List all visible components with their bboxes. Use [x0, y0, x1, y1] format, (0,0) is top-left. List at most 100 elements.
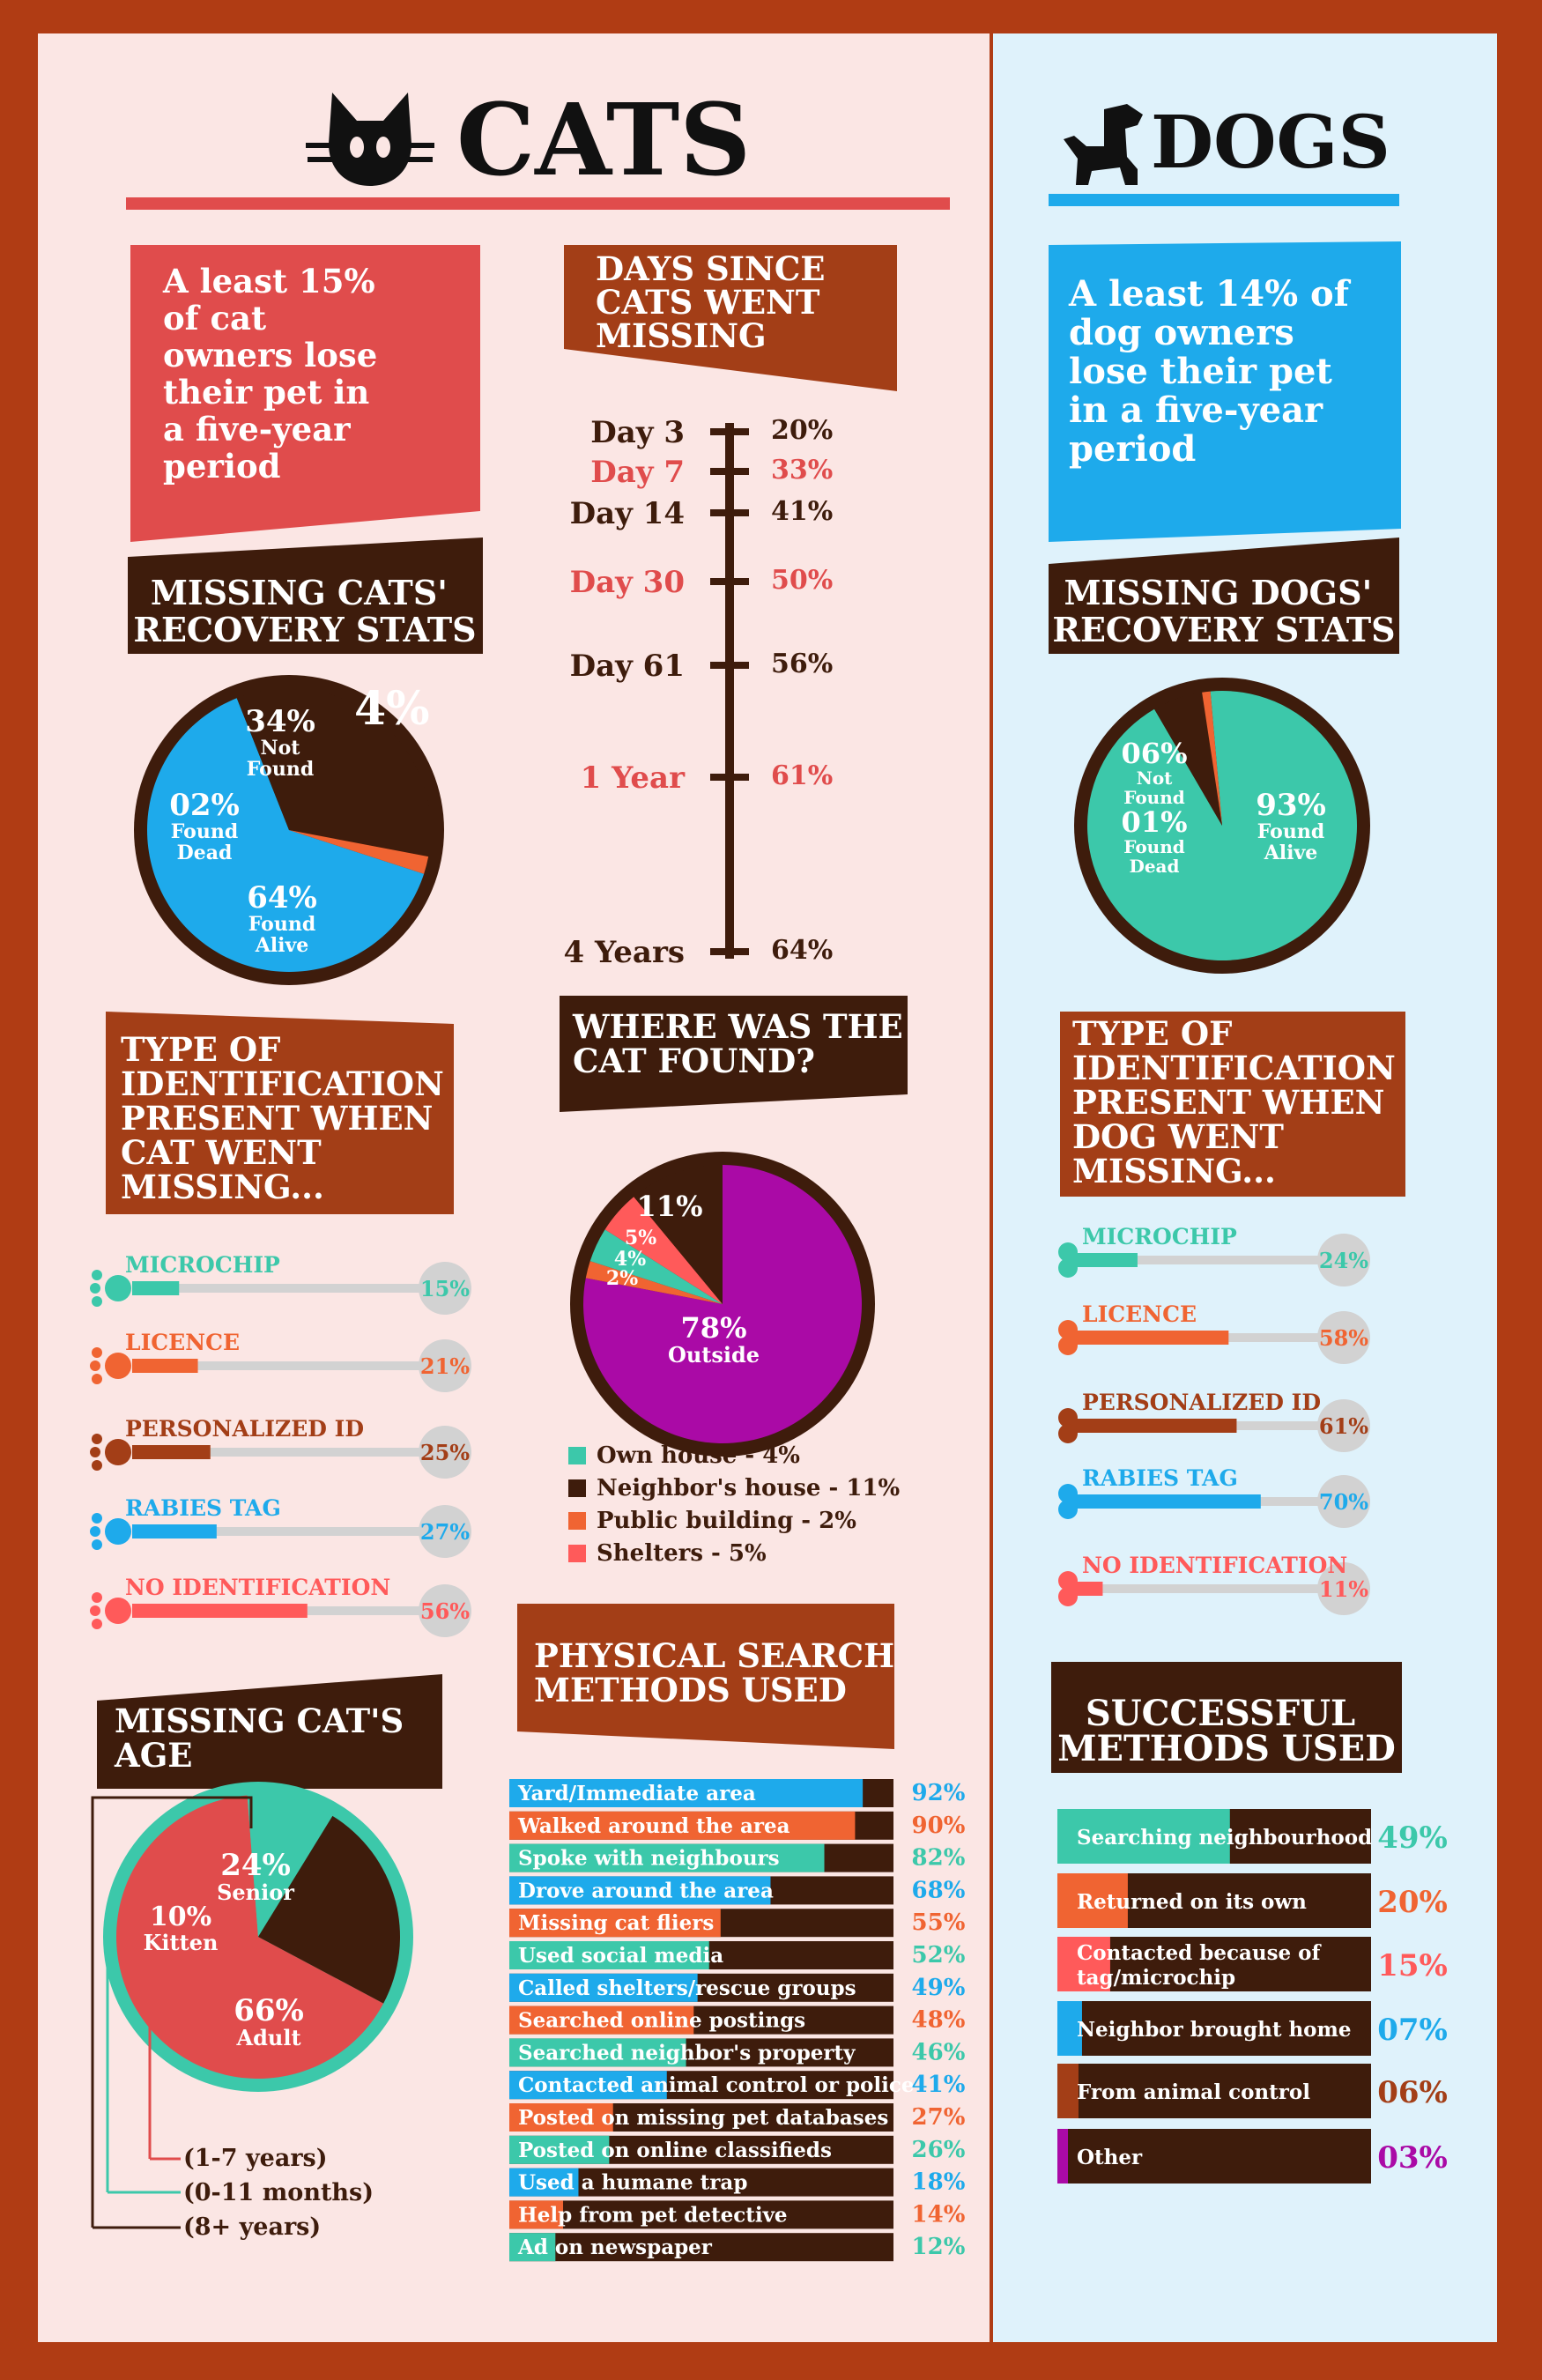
pie-slice-label: Dead: [1129, 856, 1179, 877]
paw-toe-icon: [92, 1539, 102, 1550]
cats-intro-line: A least 15%: [162, 262, 375, 300]
id-bar-track: [1073, 1584, 1341, 1593]
bone-icon: [1058, 1258, 1078, 1278]
id-value-bubble: [419, 1426, 471, 1479]
id-bar-label: NO IDENTIFICATION: [1082, 1553, 1347, 1578]
dog-id-title-line: IDENTIFICATION: [1072, 1049, 1396, 1087]
pie-slice: [289, 830, 429, 874]
paw-icon: [105, 1518, 131, 1545]
id-bar-fill: [1073, 1494, 1261, 1509]
timeline-tick: [710, 948, 749, 955]
pie-value-label: 34%: [245, 704, 315, 739]
age-legend-label: (0-11 months): [183, 2179, 374, 2206]
success-bar-fill: [1057, 1873, 1128, 1928]
dog-id-title-line: PRESENT WHEN: [1072, 1083, 1384, 1122]
age-pie: 66%Adult 10%Kitten 24%Senior: [103, 1782, 413, 2092]
cats-intro-line: of cat: [163, 299, 266, 337]
dog-id-title-line: MISSING...: [1072, 1152, 1276, 1190]
id-bar-label: PERSONALIZED ID: [125, 1416, 364, 1442]
id-value-bubble: [1317, 1399, 1370, 1452]
id-value-bubble: [1317, 1311, 1370, 1364]
found-title-box: [560, 996, 908, 1112]
days-title-line: CATS WENT: [596, 283, 820, 322]
id-bar-label: LICENCE: [1082, 1301, 1197, 1327]
success-bar-label: tag/microchip: [1077, 1966, 1235, 1990]
pie-value-label: 06%: [1122, 737, 1188, 770]
search-bar-label: Spoke with neighbours: [518, 1847, 780, 1871]
dogs-header-rule: [1049, 194, 1399, 206]
search-title-line: PHYSICAL SEARCH: [534, 1636, 894, 1675]
paw-toe-icon: [90, 1526, 100, 1537]
found-title: WHERE WAS THE CAT FOUND?: [572, 1007, 915, 1080]
success-bar-label: From animal control: [1077, 2080, 1310, 2104]
timeline-tick: [710, 468, 749, 475]
success-bar-label: Returned on its own: [1077, 1890, 1307, 1914]
bone-icon: [1058, 1424, 1078, 1443]
pie-value-label: 66%: [234, 1993, 304, 2028]
id-value-label: 58%: [1319, 1325, 1368, 1351]
paw-toe-icon: [92, 1434, 102, 1444]
search-bar-value: 55%: [912, 1909, 966, 1936]
pie-value-label: 4%: [614, 1248, 646, 1271]
id-bar-fill: [132, 1524, 217, 1538]
search-bar-label: Ad on newspaper: [517, 2235, 713, 2259]
age-connector: [148, 2000, 181, 2161]
pie-value-label: 10%: [150, 1902, 211, 1932]
pie-slice-label: Found: [247, 758, 314, 781]
success-title-line: SUCCESSFUL: [1086, 1693, 1355, 1734]
days-title-box: [564, 245, 897, 391]
cats-recovery-title-line: MISSING CATS': [151, 573, 448, 612]
success-bar-value: 49%: [1377, 1820, 1448, 1856]
timeline-tick: [710, 509, 749, 516]
cats-intro-text: A least 15% of cat owners lose their pet…: [162, 262, 389, 486]
search-bar-fill: [509, 1843, 825, 1872]
cat-id-title-line: MISSING...: [121, 1168, 324, 1206]
dogs-intro-line: period: [1069, 428, 1196, 470]
search-title-box: [517, 1604, 894, 1749]
cat-head-icon: [306, 93, 434, 186]
success-bar-fill: [1057, 2129, 1068, 2184]
dog-id-title-line: TYPE OF: [1072, 1014, 1232, 1053]
found-pie: 78%Outside 11% 5%4%2%: [570, 1152, 875, 1457]
success-bar-label: Contacted because of: [1077, 1941, 1323, 1965]
success-bar-fill: [1057, 2064, 1079, 2118]
search-bar-value: 26%: [912, 2137, 966, 2163]
pie-slice-label: Found: [248, 913, 315, 936]
legend-swatch: [568, 1512, 586, 1530]
id-value-bubble: [419, 1339, 471, 1392]
legend-swatch: [568, 1545, 586, 1562]
paw-toe-icon: [90, 1605, 100, 1616]
dogs-intro-box: [1049, 241, 1401, 542]
dogs-recovery-title-box: [1049, 538, 1399, 654]
age-title-line: MISSING CAT'S: [115, 1702, 404, 1740]
pie-slice-label: Not: [1137, 767, 1174, 789]
timeline-pct-label: 56%: [771, 649, 833, 679]
bone-icon: [1058, 1320, 1078, 1339]
pie-value-label: 24%: [220, 1848, 291, 1883]
success-bars: Searching neighbourhood 49% Returned on it…: [1057, 1809, 1448, 2184]
search-bar-label: Drove around the area: [518, 1879, 774, 1902]
age-connector: [91, 1796, 253, 2229]
search-bar-fill: [509, 2200, 564, 2229]
dogs-recovery-title-line: RECOVERY STATS: [1052, 610, 1395, 649]
timeline-pct-label: 20%: [771, 415, 833, 446]
success-bar-value: 20%: [1377, 1885, 1448, 1920]
id-value-bubble: [1317, 1475, 1370, 1528]
paw-icon: [105, 1275, 131, 1301]
bone-icon: [1058, 1484, 1078, 1503]
pie-slice: [147, 698, 425, 972]
success-bar-track: [1057, 2129, 1371, 2184]
cats-intro-line: period: [163, 447, 281, 486]
legend-label: Neighbor's house - 11%: [597, 1475, 901, 1501]
id-value-label: 70%: [1319, 1489, 1368, 1515]
id-bar-track: [132, 1527, 445, 1536]
pie-slice-label: Outside: [668, 1342, 760, 1368]
pie-value-label: 01%: [1122, 805, 1188, 839]
pie-value-label: 02%: [169, 788, 240, 823]
success-bar-fill: [1057, 1809, 1230, 1864]
search-title: PHYSICAL SEARCH METHODS USED: [534, 1636, 906, 1709]
pie-slice: [116, 1795, 384, 2079]
cat-id-title-line: PRESENT WHEN: [121, 1099, 433, 1138]
